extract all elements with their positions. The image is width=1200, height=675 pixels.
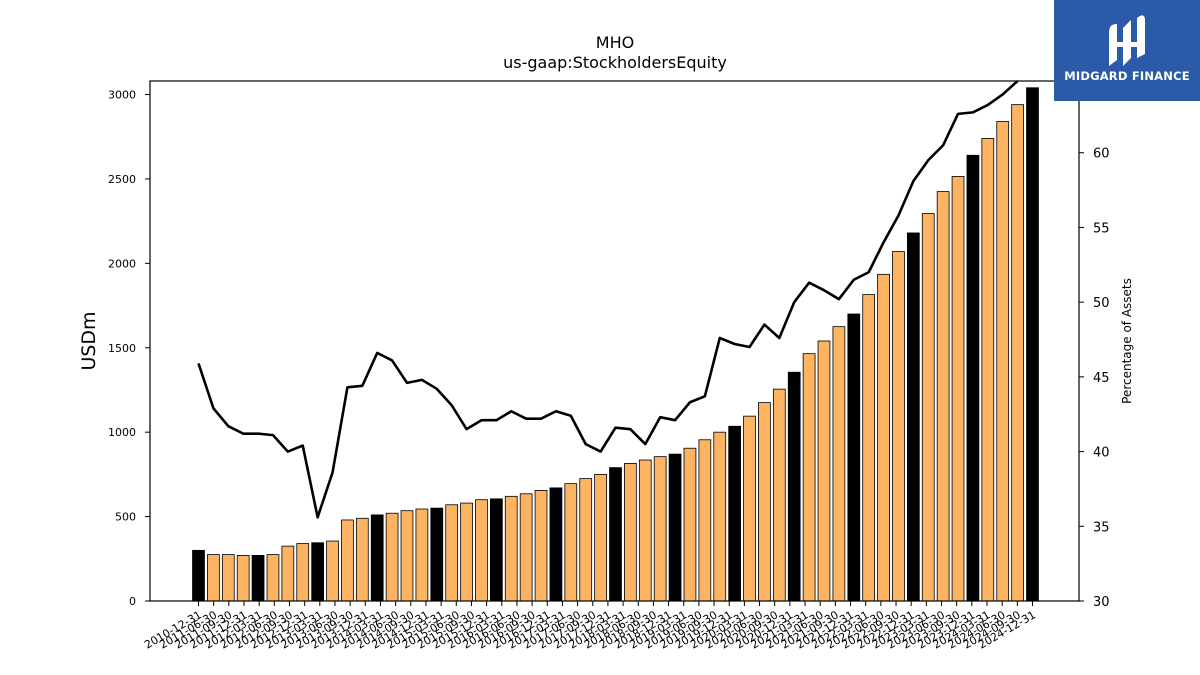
y-axis-label: USDm: [78, 311, 100, 370]
bar: [475, 499, 488, 602]
bar: [534, 490, 548, 602]
y-tick-label: 3000: [108, 89, 136, 102]
y-axis-label-right: Percentage of Assets: [1120, 278, 1134, 404]
y-tick-label: 0: [129, 595, 136, 608]
bar: [966, 154, 980, 602]
y-tick-label-right: 60: [1093, 147, 1110, 162]
bar: [668, 453, 682, 602]
bar: [341, 519, 354, 602]
bar: [907, 232, 920, 602]
bar: [832, 326, 846, 602]
bar: [221, 554, 235, 602]
bar: [772, 388, 786, 602]
y-tick-label: 1500: [108, 342, 136, 355]
y-tick-label-right: 45: [1093, 371, 1110, 386]
bar: [400, 510, 414, 602]
bar: [296, 543, 310, 602]
brand-logo: MIDGARD FINANCE: [1054, 0, 1200, 101]
bar: [728, 425, 742, 602]
y-tick-label-right: 30: [1093, 595, 1110, 610]
bar: [236, 555, 250, 602]
series-line: [197, 80, 1019, 519]
bar: [415, 508, 429, 602]
y-tick-label: 2000: [108, 257, 136, 270]
bar: [504, 495, 518, 602]
bar: [251, 555, 265, 602]
bar: [758, 402, 771, 602]
right-axis: 30 35 40 45 50 55 60: [1079, 147, 1110, 610]
bar: [370, 514, 384, 602]
plot-frame: [149, 80, 1080, 602]
bar: [653, 456, 667, 602]
y-tick-label: 1000: [108, 426, 136, 439]
bar: [862, 294, 876, 602]
bar: [579, 478, 593, 602]
brand-name: MIDGARD FINANCE: [1064, 69, 1190, 83]
bar: [489, 498, 503, 602]
bar: [624, 462, 637, 602]
bar: [326, 540, 339, 602]
bar: [951, 175, 965, 602]
bar: [921, 213, 935, 602]
y-tick-label: 2500: [108, 173, 136, 186]
bar: [311, 542, 325, 602]
brand-mark-icon: [1109, 15, 1145, 66]
bar: [698, 439, 712, 602]
bar: [892, 251, 905, 602]
bar: [683, 447, 697, 602]
bar: [817, 340, 831, 602]
bar: [743, 415, 756, 602]
bar: [445, 504, 459, 602]
chart-subtitle: us-gaap:StockholdersEquity: [503, 53, 727, 72]
bar: [281, 545, 295, 602]
chart-title: MHO: [596, 33, 634, 52]
bar: [549, 487, 563, 602]
bar: [877, 273, 890, 602]
bar: [1026, 87, 1039, 602]
bar: [207, 554, 220, 602]
bar: [266, 554, 280, 602]
left-axis: 0 500 1000 1500 2000 2500 3000: [108, 89, 150, 608]
bar: [787, 371, 801, 602]
bar: [996, 121, 1010, 602]
bar: [638, 459, 652, 602]
x-axis: 2010-12-312011-06-302011-09-302011-12-31…: [142, 601, 1038, 652]
bar: [564, 483, 578, 602]
bar: [936, 191, 950, 602]
bar: [519, 493, 533, 602]
y-tick-label: 500: [115, 511, 136, 524]
bar: [594, 473, 607, 602]
bar: [981, 137, 995, 602]
bar: [609, 467, 622, 602]
y-tick-label-right: 40: [1093, 446, 1110, 461]
bar: [1011, 104, 1024, 602]
bar: [713, 431, 727, 602]
bar: [385, 512, 399, 602]
bar: [460, 502, 473, 602]
line-layer: [197, 80, 1019, 519]
y-tick-label-right: 35: [1093, 520, 1110, 535]
y-tick-label-right: 55: [1093, 221, 1110, 236]
y-tick-label-right: 50: [1093, 296, 1110, 311]
bar: [802, 353, 816, 602]
bar: [847, 313, 861, 602]
bars-layer: [192, 87, 1039, 602]
bar: [192, 549, 205, 602]
bar: [355, 517, 369, 602]
bar: [430, 507, 444, 602]
